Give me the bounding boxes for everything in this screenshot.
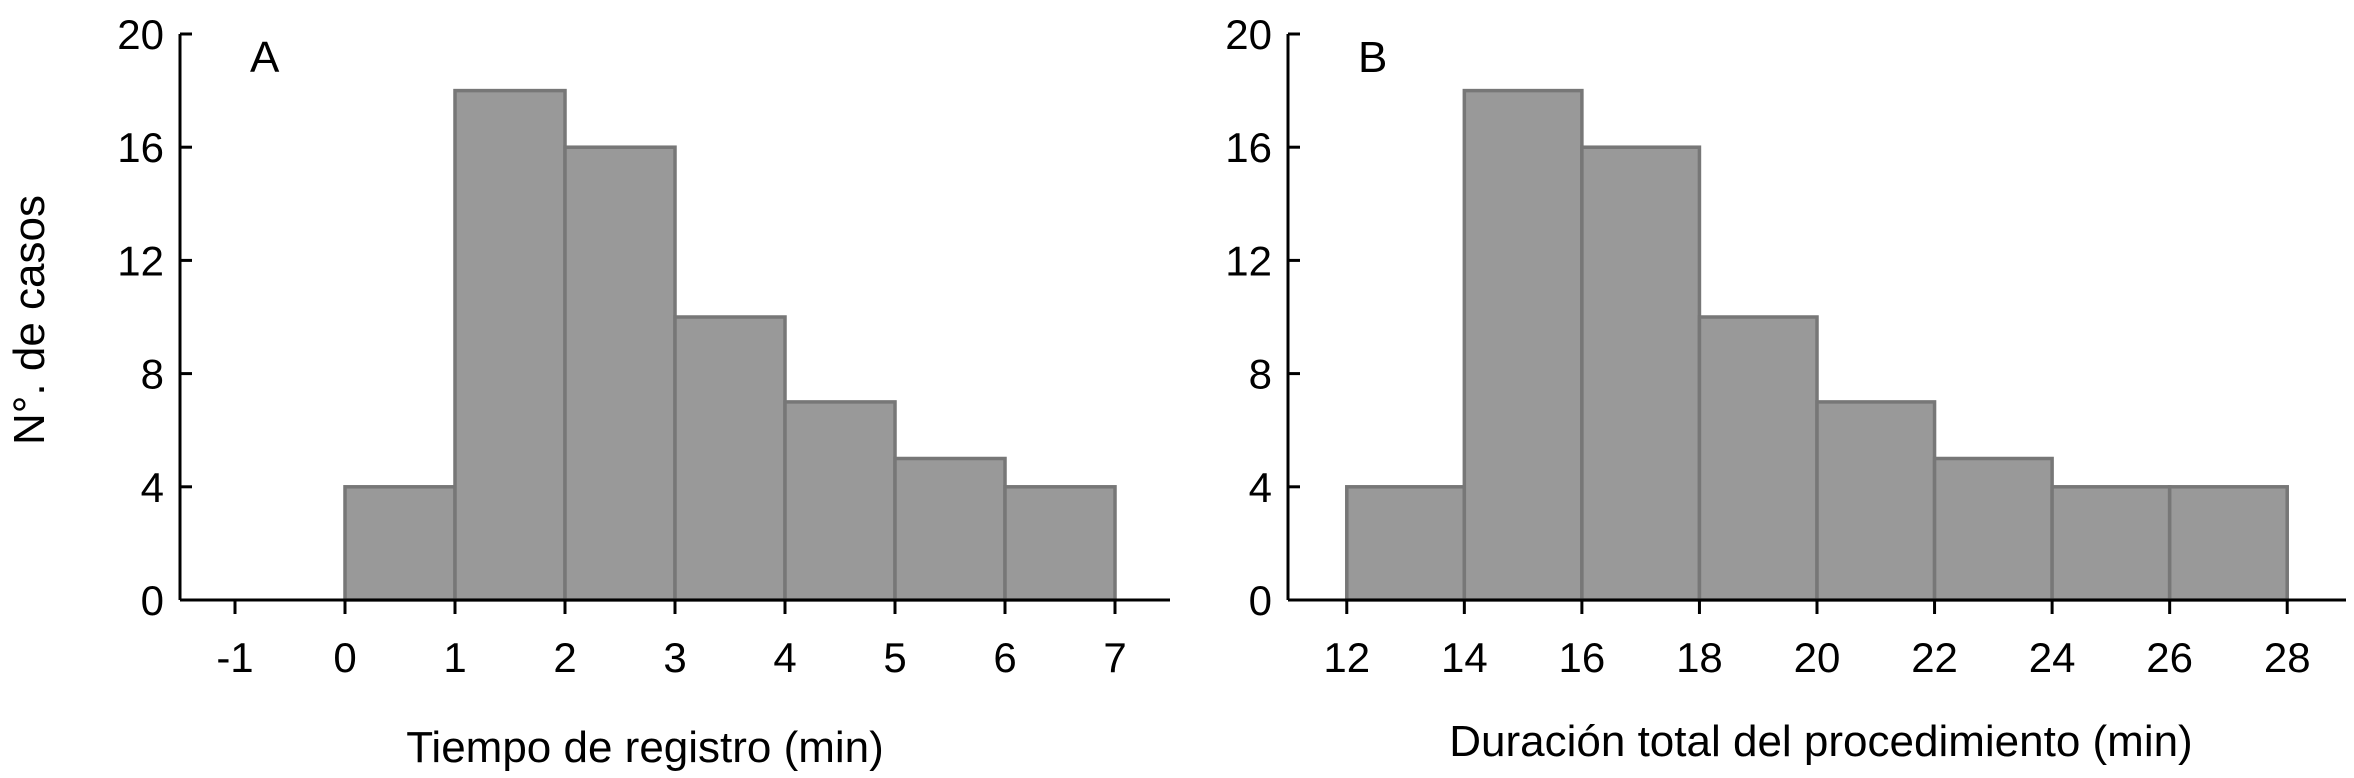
panel-b-y-tick-label: 4: [1249, 464, 1272, 511]
panel-b-x-tick-label: 26: [2146, 634, 2193, 681]
panel-a-x-tick-label: 3: [663, 634, 686, 681]
panel-a-x-tick-label: 4: [773, 634, 796, 681]
panel-a-y-tick-label: 12: [117, 237, 164, 284]
panel-a-bar-6: [1003, 485, 1117, 602]
panel-a-x-axis-title: Tiempo de registro (min): [406, 723, 884, 772]
panel-a-bar-1: [453, 88, 567, 602]
panel-a-bar-0: [343, 485, 457, 602]
panel-b-y-tick-label: 12: [1225, 237, 1272, 284]
panel-b-x-tick-label: 14: [1441, 634, 1488, 681]
panel-a-label: A: [250, 33, 280, 82]
panel-a-bar-4: [783, 400, 897, 602]
panel-b-bar-5: [1932, 456, 2054, 602]
panel-a-x-tick-label: 7: [1103, 634, 1126, 681]
panel-b-bar-3: [1697, 315, 1819, 602]
panel-a-bar-5: [893, 456, 1007, 602]
panel-a-y-tick-label: 4: [141, 464, 164, 511]
panel-a-x-tick-label: -1: [216, 634, 253, 681]
panel-b-x-axis-title: Duración total del procedimiento (min): [1449, 717, 2192, 766]
panel-b-x-tick-label: 16: [1559, 634, 1606, 681]
panel-b-y-tick-label: 0: [1249, 577, 1272, 624]
panel-a-y-tick-label: 16: [117, 124, 164, 171]
panel-b-bar-0: [1345, 485, 1467, 602]
panel-b-bar-6: [2050, 485, 2172, 602]
panel-b-bar-4: [1815, 400, 1937, 602]
panel-b-y-tick-label: 16: [1225, 124, 1272, 171]
panel-b-x-tick-label: 18: [1676, 634, 1723, 681]
panel-a-x-tick-label: 0: [333, 634, 356, 681]
panel-a-x-tick-label: 5: [883, 634, 906, 681]
panel-b-bar-1: [1462, 88, 1584, 602]
panel-a-x-tick-label: 1: [443, 634, 466, 681]
panel-a-y-axis-title: N°. de casos: [5, 195, 54, 445]
panel-a-bar-2: [563, 145, 677, 602]
panel-b-bar-7: [2167, 485, 2289, 602]
panel-b-x-tick-label: 12: [1323, 634, 1370, 681]
panel-a-bar-3: [673, 315, 787, 602]
panel-b-y-tick-label: 8: [1249, 351, 1272, 398]
panel-b-bar-2: [1580, 145, 1702, 602]
panel-b-x-tick-label: 22: [1911, 634, 1958, 681]
panel-b-y-tick-label: 20: [1225, 11, 1272, 58]
panel-b-histogram: B Duración total del procedimiento (min)…: [1225, 11, 2346, 766]
panel-a-histogram: A N°. de casos Tiempo de registro (min) …: [5, 11, 1170, 772]
panel-a-y-tick-label: 8: [141, 351, 164, 398]
panel-b-x-tick-label: 20: [1794, 634, 1841, 681]
panel-a-x-tick-label: 6: [993, 634, 1016, 681]
panel-a-y-tick-label: 0: [141, 577, 164, 624]
panel-a-y-tick-label: 20: [117, 11, 164, 58]
panel-b-x-tick-label: 28: [2264, 634, 2311, 681]
panel-b-x-tick-label: 24: [2029, 634, 2076, 681]
panel-b-label: B: [1358, 33, 1387, 82]
panel-a-x-tick-label: 2: [553, 634, 576, 681]
